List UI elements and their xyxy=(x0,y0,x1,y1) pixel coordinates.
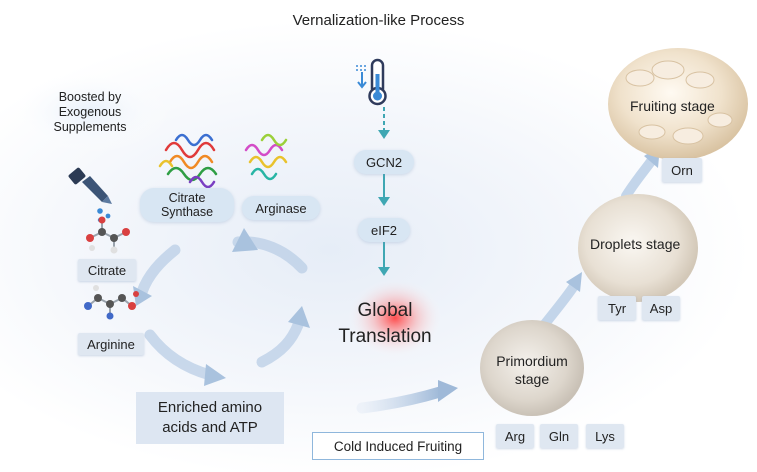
arrowhead-eif2-translation xyxy=(378,267,390,276)
stage-arrow-1 xyxy=(356,386,446,414)
droplets-label: Droplets stage xyxy=(590,236,681,252)
cycle-arrow-bottom xyxy=(144,329,216,381)
cycle-arrowhead-bottom xyxy=(204,364,226,386)
primordium-label: Primordium stage xyxy=(496,353,568,387)
stage-arrowhead-1 xyxy=(438,380,458,402)
cycle-arrowhead-top xyxy=(232,228,258,252)
droplets-tag-asp: Asp xyxy=(642,296,680,320)
cycle-arrowhead-left xyxy=(133,286,152,306)
citrate-synthase-protein-icon xyxy=(158,133,218,189)
primordium-tag-gln: Gln xyxy=(540,424,578,448)
primordium-tag-lys: Lys xyxy=(586,424,624,448)
cycle-arrow-right xyxy=(256,319,304,368)
droplets-tag-tyr: Tyr xyxy=(598,296,636,320)
supplement-oval xyxy=(8,70,172,154)
stage-arrowhead-2 xyxy=(566,272,582,292)
cold-induced-box: Cold Induced Fruiting xyxy=(312,432,484,460)
citrate-molecule-icon xyxy=(86,216,130,254)
cycle-arrow-left xyxy=(136,244,181,298)
citrate-synthase-label: Citrate Synthase xyxy=(140,188,234,222)
translation-glow xyxy=(347,278,443,358)
primordium-image xyxy=(480,320,584,416)
arginine-molecule-icon xyxy=(84,285,139,320)
thermometer-icon xyxy=(356,58,387,106)
arginine-tag: Arginine xyxy=(78,333,144,355)
diagram-title: Vernalization-like Process xyxy=(292,12,465,29)
eif2-label: eIF2 xyxy=(358,218,410,242)
droplets-image xyxy=(578,194,698,302)
citrate-tag: Citrate xyxy=(78,259,136,281)
primordium-tag-arg: Arg xyxy=(496,424,534,448)
fruiting-tag-orn: Orn xyxy=(662,158,702,182)
stage-arrow-3 xyxy=(621,155,657,201)
arginase-protein-icon xyxy=(244,133,288,181)
fruiting-label: Fruiting stage xyxy=(630,98,715,114)
dropper-icon xyxy=(68,167,112,223)
supplement-note: Boosted by Exogenous Supplements xyxy=(53,90,127,134)
global-translation-label: Global Translation xyxy=(338,300,432,347)
gcn2-label: GCN2 xyxy=(354,150,414,174)
arginase-label: Arginase xyxy=(242,196,320,220)
enriched-box: Enriched amino acids and ATP xyxy=(136,392,284,444)
cycle-arrowhead-right xyxy=(288,306,310,328)
arrowhead-gcn2-eif2 xyxy=(378,197,390,206)
dashed-arrowhead xyxy=(378,130,390,139)
mushroom-caps xyxy=(625,60,733,145)
